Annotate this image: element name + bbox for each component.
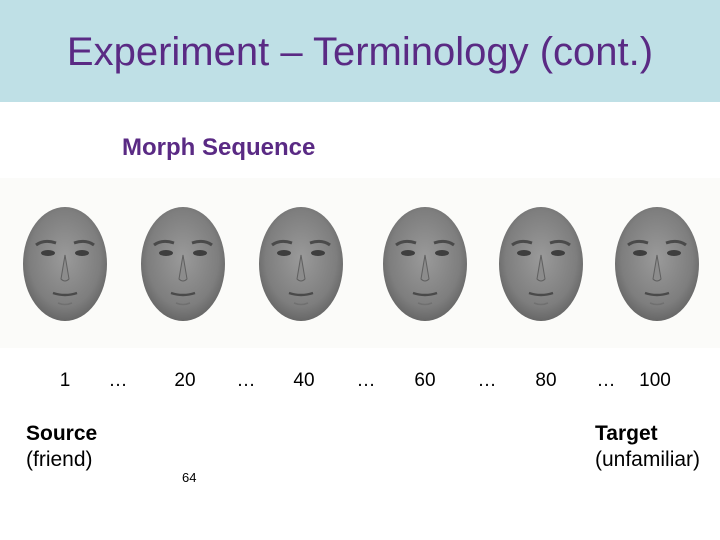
target-note: (unfamiliar)	[595, 448, 701, 471]
sequence-label: 100	[639, 370, 671, 391]
face-image	[257, 205, 345, 323]
slide-title: Experiment – Terminology (cont.)	[66, 30, 654, 74]
morph-strip	[0, 178, 720, 348]
face-image	[613, 205, 701, 323]
sequence-label: 20	[174, 370, 196, 391]
face-image	[381, 205, 469, 323]
target-label: Target (unfamiliar)	[595, 421, 700, 473]
sequence-label: 80	[535, 370, 557, 391]
source-label: Source (friend)	[26, 421, 97, 473]
sequence-ellipsis: …	[356, 370, 376, 391]
sequence-label: 1	[59, 370, 71, 391]
face-image	[497, 205, 585, 323]
source-title: Source	[26, 422, 98, 445]
title-bar	[0, 0, 720, 102]
face-image	[21, 205, 109, 323]
target-title: Target	[595, 422, 658, 445]
face-image	[139, 205, 227, 323]
sequence-label: 60	[414, 370, 436, 391]
sequence-ellipsis: …	[108, 370, 128, 391]
sequence-ellipsis: …	[596, 370, 616, 391]
sequence-ellipsis: …	[477, 370, 497, 391]
sequence-ellipsis: …	[236, 370, 256, 391]
page-number: 64	[182, 470, 197, 485]
sequence-label: 40	[293, 370, 315, 391]
section-heading: Morph Sequence	[122, 134, 316, 161]
source-note: (friend)	[26, 448, 93, 471]
